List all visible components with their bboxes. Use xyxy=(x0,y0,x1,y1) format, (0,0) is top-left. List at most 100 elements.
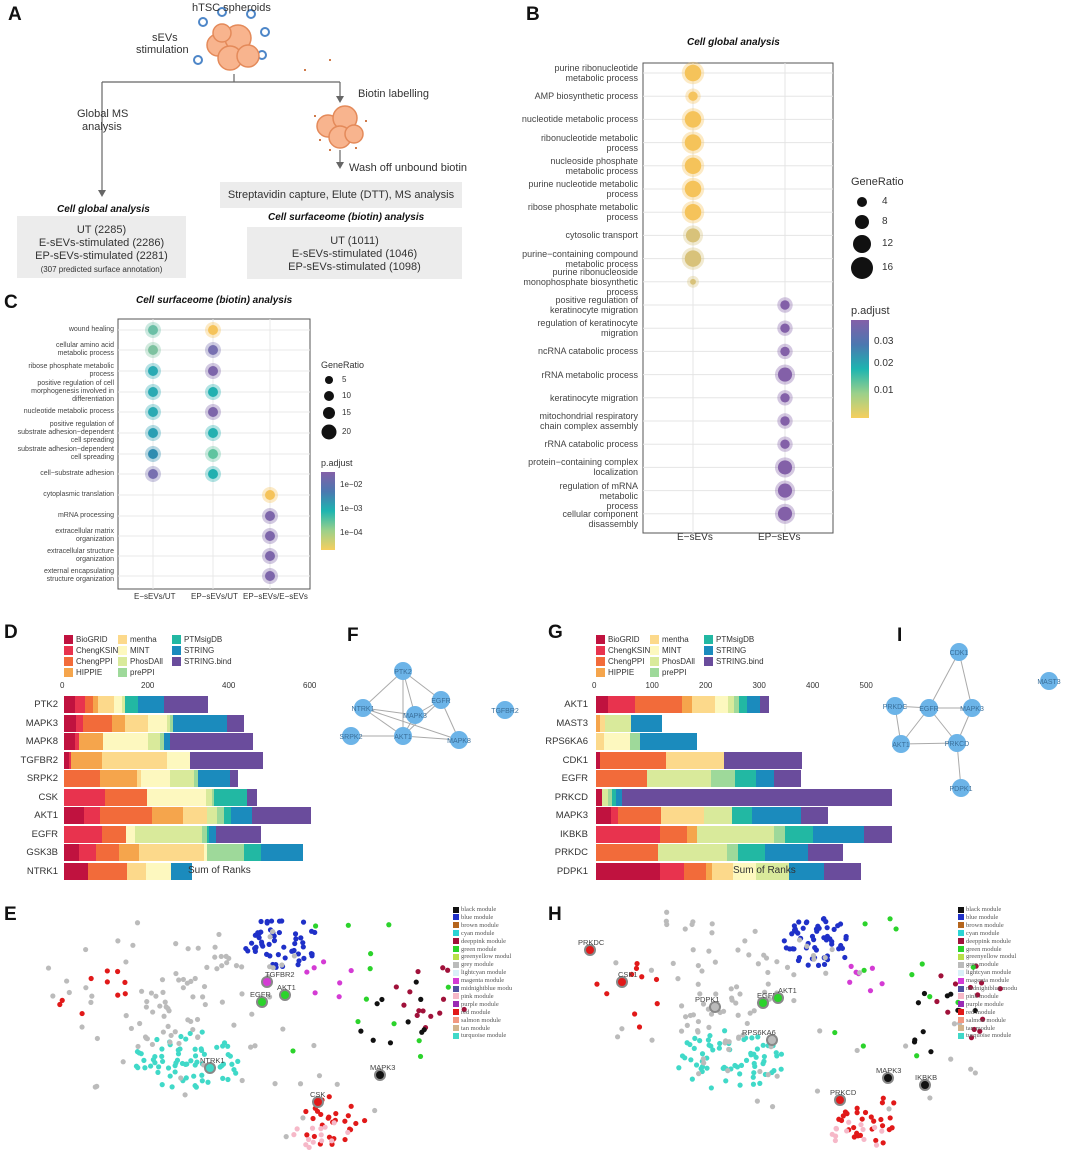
module-node xyxy=(854,1110,860,1116)
panel-g-gene-label: RPS6KA6 xyxy=(545,736,588,747)
module-node xyxy=(706,1024,712,1030)
module-node xyxy=(833,1126,840,1132)
hub-label: PDPK1 xyxy=(695,995,720,1004)
panel-d-bar-segment xyxy=(78,844,97,861)
panel-b-dotplot xyxy=(642,61,834,534)
panel-g-bar-segment xyxy=(737,844,765,861)
module-node xyxy=(249,1011,255,1017)
panel-g-bar-segment xyxy=(727,696,734,713)
panel-g-bar-row xyxy=(596,714,663,732)
module-legend-item: deeppink module xyxy=(453,938,506,945)
hub-label: EGFR xyxy=(757,991,778,1000)
module-node xyxy=(220,1061,227,1067)
panel-g-bar-segment xyxy=(756,862,789,880)
module-node xyxy=(165,1005,171,1012)
module-node xyxy=(342,1136,348,1143)
panel-g-bar-segment xyxy=(812,825,864,843)
module-node xyxy=(363,996,370,1002)
module-node xyxy=(416,1008,422,1014)
network-node-label: MAPK8 xyxy=(447,738,471,745)
module-node xyxy=(735,1012,741,1018)
module-node xyxy=(709,921,715,927)
legend-label: BioGRID xyxy=(76,635,108,644)
module-node xyxy=(59,997,65,1003)
hub-label: EGFR xyxy=(250,990,271,999)
module-node xyxy=(329,1138,335,1144)
module-node xyxy=(879,981,885,987)
legend-item-preppi: prePPI xyxy=(118,668,154,677)
panel-label-h: H xyxy=(548,904,562,925)
network-node-ntrk1 xyxy=(354,699,372,717)
panel-c-dot xyxy=(148,407,158,417)
panel-b-category: regulation of keratinocyte migration xyxy=(537,318,638,339)
panel-d-bar-segment xyxy=(64,788,105,806)
module-node xyxy=(760,1061,766,1067)
biotin-label: Biotin labelling xyxy=(358,88,429,100)
module-node xyxy=(185,1017,191,1023)
sevs-label: sEVs xyxy=(152,32,178,44)
module-node xyxy=(844,1111,850,1117)
panel-b-category: rRNA catabolic process xyxy=(544,439,638,450)
module-swatch xyxy=(958,930,964,937)
panel-g-bar-segment xyxy=(773,770,802,787)
module-node xyxy=(312,990,318,996)
module-node xyxy=(134,920,141,926)
legend-swatch xyxy=(172,657,181,666)
streptavidin-text: Streptavidin capture, Elute (DTT), MS an… xyxy=(227,189,455,201)
panel-d-bar-segment xyxy=(189,751,264,769)
module-node xyxy=(316,1073,323,1079)
module-node xyxy=(153,993,159,999)
module-node xyxy=(762,989,768,995)
panel-b-dot xyxy=(780,393,790,403)
module-node xyxy=(326,1114,332,1120)
panel-d-bar-segment xyxy=(211,788,215,806)
module-node xyxy=(226,955,232,961)
legend-item-hippie: HIPPIE xyxy=(596,668,634,677)
panel-g-bar-segment xyxy=(704,807,732,824)
panel-c-padj-colorbar xyxy=(321,472,335,550)
global-ms-label-1: Global MS xyxy=(77,108,129,120)
panel-d-bar-segment xyxy=(207,844,244,861)
hub-label: AKT1 xyxy=(277,983,296,992)
module-node xyxy=(418,996,424,1002)
legend-item-chengksin: ChengKSIN xyxy=(596,646,650,655)
panel-d-bar-segment xyxy=(125,825,135,843)
module-node xyxy=(159,1053,165,1059)
hub-node xyxy=(709,1001,721,1013)
module-node xyxy=(754,1098,760,1104)
module-node xyxy=(835,923,841,929)
panel-d-bar-segment xyxy=(197,770,230,787)
module-node xyxy=(636,1024,643,1030)
cell-global-title: Cell global analysis xyxy=(57,204,150,215)
legend-label: STRING xyxy=(716,646,747,655)
module-node xyxy=(176,1040,182,1047)
legend-swatch xyxy=(650,657,659,666)
panel-g-bar-segment xyxy=(711,770,736,787)
module-node xyxy=(855,1133,861,1139)
module-label: turquoise module xyxy=(966,1032,1012,1040)
module-node xyxy=(289,948,295,954)
panel-g-gene-label: CDK1 xyxy=(562,754,588,766)
module-node xyxy=(115,938,121,944)
legend-swatch xyxy=(596,635,605,644)
panel-g-bar-segment xyxy=(600,751,666,769)
module-node xyxy=(167,1039,173,1045)
module-node xyxy=(803,920,809,926)
module-node xyxy=(148,1063,154,1069)
hub-node xyxy=(766,1034,778,1046)
panel-g-bar-segment xyxy=(724,751,802,769)
module-label: salmon module xyxy=(966,1016,1006,1024)
module-swatch xyxy=(453,993,459,1000)
legend-label: PhosDAll xyxy=(662,657,695,666)
module-node xyxy=(157,1003,163,1009)
module-node xyxy=(614,1034,621,1040)
module-node xyxy=(345,1113,351,1119)
hub-node xyxy=(834,1094,846,1106)
module-node xyxy=(712,959,718,965)
module-node xyxy=(744,1020,750,1027)
stimulation-label: stimulation xyxy=(136,44,189,56)
panel-g-bar-segment xyxy=(665,751,725,769)
panel-g-bar-segment xyxy=(607,696,635,713)
csa-line-2: E-sEVs-stimulated (1046) xyxy=(291,248,418,260)
panel-g-bar-segment xyxy=(612,788,617,806)
